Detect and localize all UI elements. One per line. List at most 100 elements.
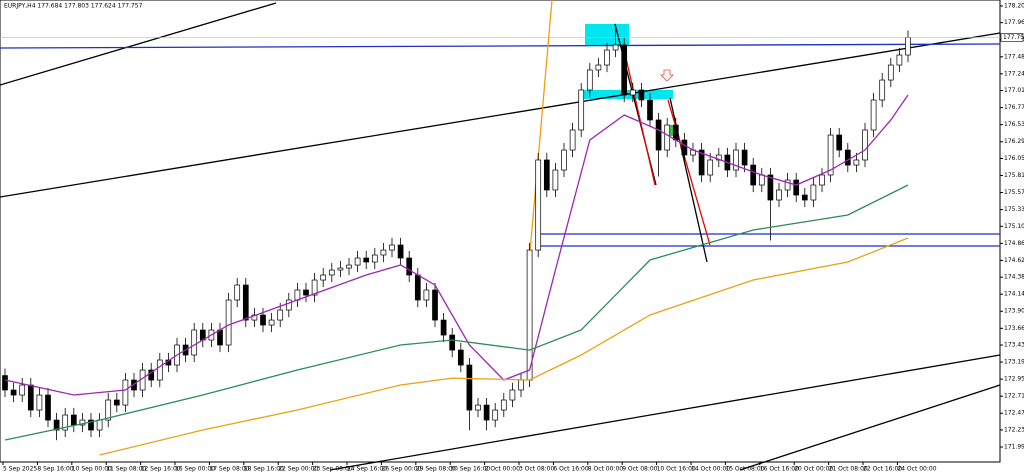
x-tick-label: 26 Sep 00:00 xyxy=(381,466,421,473)
candle-body xyxy=(526,249,533,381)
y-tick-label: 175.815 xyxy=(1004,172,1024,179)
candle-body xyxy=(879,79,886,101)
x-tick-label: 22 Sep 00:00 xyxy=(278,466,318,473)
y-tick-label: 172.950 xyxy=(1004,376,1024,383)
trend-line xyxy=(0,2,277,86)
candle-body xyxy=(148,369,155,381)
candle-body xyxy=(698,149,705,176)
moving-average xyxy=(4,184,909,441)
candle-body xyxy=(337,267,344,271)
y-tick-label: 171.995 xyxy=(1004,444,1024,451)
candle-body xyxy=(53,419,60,431)
y-tick-label: 173.430 xyxy=(1004,342,1024,349)
x-tick-label: 17 Sep 08:00 xyxy=(209,466,249,473)
candle-body xyxy=(827,134,834,176)
candle-body xyxy=(466,364,473,411)
y-tick-label: 173.905 xyxy=(1004,308,1024,315)
y-tick-label: 177.965 xyxy=(1004,19,1024,26)
x-tick-label: 2 Oct 00:00 xyxy=(485,466,520,473)
candle-body xyxy=(96,419,103,431)
wave-line xyxy=(667,99,711,246)
candle-body xyxy=(113,399,120,406)
x-tick-label: 24 Sep 16:00 xyxy=(347,466,387,473)
candle-body xyxy=(414,274,421,301)
y-tick-label: 177.010 xyxy=(1004,87,1024,94)
y-tick-label: 173.190 xyxy=(1004,359,1024,366)
candle-body xyxy=(260,314,266,326)
candle-body xyxy=(10,389,17,396)
candle-body xyxy=(647,99,653,121)
candle-body xyxy=(638,89,645,101)
chart-title: EURJPY,H4 177.684 177.803 177.624 177.75… xyxy=(4,3,143,10)
x-tick-label: 12 Sep 16:00 xyxy=(141,466,181,473)
price-label: 177.757 xyxy=(1003,34,1024,41)
candle-body xyxy=(45,394,51,421)
candle-body xyxy=(758,174,765,186)
candle-body xyxy=(19,384,26,396)
candle-body xyxy=(320,274,327,281)
candle-body xyxy=(217,329,223,346)
candle-body xyxy=(655,119,662,151)
candle-body xyxy=(397,244,404,259)
candle-body xyxy=(88,419,94,431)
candle-body xyxy=(862,129,868,161)
zone-box xyxy=(585,24,629,46)
candle-body xyxy=(380,249,387,256)
x-tick-label: 22 Oct 16:00 xyxy=(863,466,902,473)
candle-body xyxy=(303,289,309,296)
candle-body xyxy=(156,359,163,381)
y-tick-label: 177.245 xyxy=(1004,70,1024,77)
y-tick-label: 176.770 xyxy=(1004,104,1024,111)
candle-body xyxy=(483,404,490,421)
wave-line xyxy=(622,44,656,186)
candle-body xyxy=(518,379,524,391)
candle-body xyxy=(492,409,499,421)
fib-line xyxy=(529,0,553,253)
candle-body xyxy=(767,174,774,201)
candle-body xyxy=(741,149,748,166)
candle-body xyxy=(285,299,292,311)
candle-body xyxy=(2,375,8,391)
candle-body xyxy=(733,149,739,171)
candle-body xyxy=(363,257,370,263)
candle-body xyxy=(346,264,352,269)
candle-body xyxy=(27,384,34,411)
candle-body xyxy=(887,64,894,81)
x-tick-label: 18 Sep 16:00 xyxy=(244,466,284,473)
y-tick-label: 176.530 xyxy=(1004,121,1024,128)
candle-body xyxy=(595,64,602,71)
y-tick-label: 176.055 xyxy=(1004,155,1024,162)
candle-body xyxy=(561,149,567,171)
y-tick-label: 174.385 xyxy=(1004,274,1024,281)
candle-body xyxy=(457,349,464,366)
y-tick-label: 175.100 xyxy=(1004,223,1024,230)
candle-body xyxy=(664,124,671,151)
x-tick-label: 30 Sep 16:00 xyxy=(450,466,490,473)
candle-body xyxy=(225,299,232,346)
candle-body xyxy=(819,174,825,186)
candle-body xyxy=(242,284,249,321)
x-tick-label: 23 Sep 08:00 xyxy=(313,466,353,473)
y-tick-label: 175.335 xyxy=(1004,206,1024,213)
candle-body xyxy=(836,134,843,151)
candle-body xyxy=(853,159,860,166)
x-tick-label: 10 Oct 16:00 xyxy=(657,466,696,473)
candle-body xyxy=(131,379,137,391)
y-tick-label: 174.620 xyxy=(1004,257,1024,264)
moving-average xyxy=(99,237,909,456)
y-tick-label: 173.665 xyxy=(1004,325,1024,332)
y-tick-label: 175.575 xyxy=(1004,189,1024,196)
candle-body xyxy=(509,389,516,401)
candle-body xyxy=(62,414,69,431)
candle-body xyxy=(604,49,610,66)
candle-body xyxy=(105,399,112,421)
candle-body xyxy=(449,334,456,351)
candle-body xyxy=(905,37,911,56)
candle-body xyxy=(801,194,808,201)
candle-body xyxy=(810,184,817,201)
x-tick-label: 8 Sep 16:00 xyxy=(37,466,73,473)
y-tick-label: 172.235 xyxy=(1004,426,1024,433)
candle-body xyxy=(328,269,335,276)
y-tick-label: 176.290 xyxy=(1004,138,1024,145)
candle-body xyxy=(294,289,301,301)
